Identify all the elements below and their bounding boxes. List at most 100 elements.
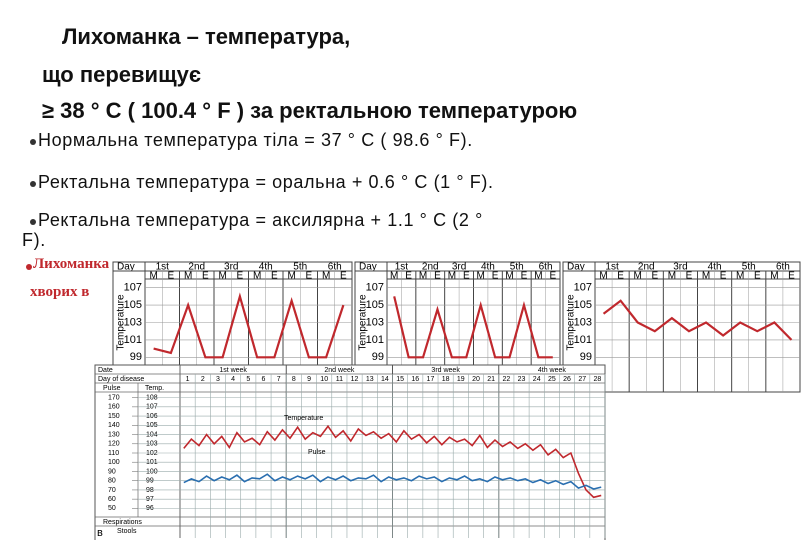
sub-label: E	[788, 271, 795, 282]
y-tick-label: 103	[574, 316, 592, 328]
y-tick-label: 108	[146, 394, 158, 401]
sub-label: E	[720, 271, 727, 282]
row-label: Date	[98, 367, 113, 374]
sub-label: E	[405, 271, 412, 282]
x-axis-label: Day	[359, 262, 377, 273]
y2-tick-label: 60	[108, 496, 116, 503]
day-label: 5th	[742, 262, 756, 273]
y-tick-label: 105	[574, 299, 592, 311]
y-tick-label: 99	[580, 351, 592, 363]
y2-tick-label: 70	[108, 487, 116, 494]
sub-label: M	[534, 271, 542, 282]
bullet: Нормальна температура тіла = 37 ° C ( 98…	[38, 130, 473, 150]
sub-label: M	[184, 271, 192, 282]
hidden-text: Лихоманка	[33, 256, 110, 272]
y-tick-label: 103	[124, 316, 142, 328]
day-label: 26	[563, 376, 571, 383]
day-label: 20	[472, 376, 480, 383]
sub-label: E	[754, 271, 761, 282]
bullet-dot	[30, 181, 36, 187]
sub-label: E	[651, 271, 658, 282]
sub-label: M	[218, 271, 226, 282]
y-tick-label: 101	[124, 334, 142, 346]
day-label: 1st	[395, 262, 409, 273]
axis-label: Temp.	[145, 385, 164, 392]
y2-tick-label: 130	[108, 431, 120, 438]
temperature-line	[393, 296, 553, 359]
day-label: 12	[351, 376, 359, 383]
temperature-line	[602, 299, 793, 341]
day-label: 14	[381, 376, 389, 383]
day-label: 3	[216, 376, 220, 383]
day-label: 13	[366, 376, 374, 383]
y-tick-label: 107	[366, 282, 384, 294]
day-label: 17	[427, 376, 435, 383]
day-label: 2nd	[422, 262, 439, 273]
sub-label: M	[702, 271, 710, 282]
day-label: 24	[533, 376, 541, 383]
day-label: 15	[396, 376, 404, 383]
y-tick-label: 107	[146, 404, 158, 411]
day-label: 5th	[510, 262, 524, 273]
bullet-dot	[30, 219, 36, 225]
y2-tick-label: 120	[108, 441, 120, 448]
week-label: 1st week	[219, 367, 247, 374]
sub-label: M	[287, 271, 295, 282]
sub-label: E	[434, 271, 441, 282]
day-label: 27	[578, 376, 586, 383]
title-line: ≥ 38 ° C ( 100.4 ° F ) за ректальною тем…	[42, 98, 578, 123]
y-axis-label: Temperature	[358, 294, 369, 351]
bullet: Ректальна температура = аксилярна + 1.1 …	[38, 210, 483, 230]
sub-label: M	[634, 271, 642, 282]
x-axis-label: Day	[117, 262, 135, 273]
row-label: Respirations	[103, 519, 142, 526]
day-label: 18	[442, 376, 450, 383]
y-tick-label: 105	[124, 299, 142, 311]
day-label: 2nd	[188, 262, 205, 273]
day-label: 21	[487, 376, 495, 383]
sub-label: M	[477, 271, 485, 282]
y-tick-label: 101	[366, 334, 384, 346]
y-axis-label: Temperature	[566, 294, 577, 351]
day-label: 1	[186, 376, 190, 383]
y2-tick-label: 110	[108, 450, 119, 457]
sub-label: E	[202, 271, 209, 282]
day-label: 11	[336, 376, 343, 383]
bullet-dot	[30, 139, 36, 145]
day-label: 3rd	[224, 262, 238, 273]
title-line: Лихоманка – температура,	[62, 24, 351, 49]
sub-label: M	[736, 271, 744, 282]
day-label: 6th	[776, 262, 790, 273]
y2-tick-label: 150	[108, 413, 120, 420]
y2-tick-label: 100	[108, 459, 120, 466]
sub-label: E	[168, 271, 175, 282]
week-label: 2nd week	[324, 367, 354, 374]
day-label: 9	[307, 376, 311, 383]
temperature-line	[183, 424, 602, 499]
day-label: 8	[292, 376, 296, 383]
y-tick-label: 99	[146, 478, 154, 485]
sub-label: M	[149, 271, 157, 282]
y-tick-label: 103	[146, 441, 158, 448]
sub-label: E	[492, 271, 499, 282]
y2-tick-label: 90	[108, 468, 116, 475]
y-tick-label: 98	[146, 487, 154, 494]
chart-bg	[94, 364, 606, 540]
y-tick-label: 105	[366, 299, 384, 311]
day-label: 16	[411, 376, 419, 383]
pulse-line	[183, 473, 602, 490]
y-tick-label: 107	[574, 282, 592, 294]
row-label: Stools	[117, 528, 137, 535]
day-label: 2	[201, 376, 205, 383]
y-tick-label: 96	[146, 505, 154, 512]
y2-tick-label: 140	[108, 422, 120, 429]
y-tick-label: 101	[146, 459, 158, 466]
day-label: 6	[262, 376, 266, 383]
sub-label: E	[686, 271, 693, 282]
y-tick-label: 103	[366, 316, 384, 328]
sub-label: E	[617, 271, 624, 282]
sub-label: E	[549, 271, 556, 282]
sub-label: E	[340, 271, 347, 282]
